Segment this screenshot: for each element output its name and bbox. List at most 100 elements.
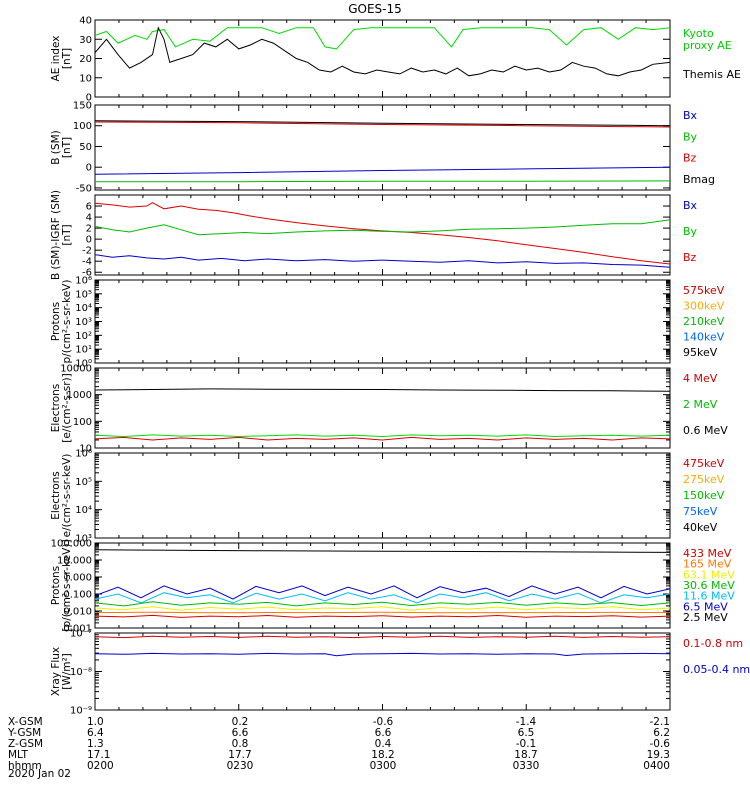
legend-entry: 150keV bbox=[683, 489, 725, 502]
x-axis-value: 1.0 bbox=[87, 716, 104, 728]
series-line-bx bbox=[95, 254, 670, 268]
x-axis-value: 6.5 bbox=[518, 727, 535, 739]
y-tick-label: 20 bbox=[79, 54, 92, 65]
y-axis-label: [nT] bbox=[61, 137, 73, 158]
panel-b: -50 0 50 100 150 B (SM) [nT] Bx By Bz Bmag bbox=[50, 101, 715, 195]
legend-entry: 30.6 MeV bbox=[683, 579, 735, 592]
panel-frame bbox=[94, 104, 671, 191]
series-line-4-mev bbox=[95, 436, 670, 441]
y-axis-label: AE index bbox=[50, 36, 62, 82]
x-axis-table: X-GSM 1.0 0.2 -0.6 -1.4 -2.1 Y-GSM 6.4 6.6 6.6 6.5… bbox=[7, 716, 670, 780]
legend-entry: 2.5 MeV bbox=[683, 611, 728, 624]
legend-entry: Bx bbox=[683, 109, 698, 122]
x-axis-value: 1.3 bbox=[87, 738, 104, 750]
y-tick-label: 100.000 bbox=[51, 539, 92, 550]
y-axis-label: Xray Flux bbox=[50, 647, 62, 696]
y-tick-label: 10⁻⁹ bbox=[70, 706, 92, 717]
legend-entry: Bz bbox=[683, 251, 697, 264]
legend-entry: 275keV bbox=[683, 473, 725, 486]
x-axis-value: -0.6 bbox=[373, 716, 394, 728]
x-axis-value: 0.8 bbox=[232, 738, 249, 750]
panel-frame bbox=[94, 632, 671, 711]
y-tick-label: 0 bbox=[86, 93, 92, 104]
y-tick-label: 10⁵ bbox=[75, 477, 92, 488]
series-line-bmag bbox=[95, 120, 670, 127]
y-tick-label: 10³ bbox=[75, 534, 92, 545]
series-line-0-05-0-4-nm bbox=[95, 652, 670, 657]
legend-entry: By bbox=[683, 130, 698, 143]
y-axis-label: p/(cm²-s-sr-keV) bbox=[61, 280, 73, 364]
y-axis-label: B (SM) bbox=[50, 130, 62, 164]
x-axis-value: 19.3 bbox=[647, 749, 670, 761]
y-tick-label: 100 bbox=[73, 417, 92, 428]
y-tick-label: 10⁰ bbox=[75, 359, 92, 370]
legend-entry: 0.6 MeV bbox=[683, 424, 728, 437]
y-axis-label: [p/(cm²-s-sr-keV)] bbox=[61, 539, 73, 631]
legend-entry: Bmag bbox=[683, 173, 715, 186]
y-tick-label: 0 bbox=[86, 163, 92, 174]
y-tick-label: -2 bbox=[82, 246, 92, 257]
legend-entry: 475keV bbox=[683, 457, 725, 470]
x-axis-value: -0.1 bbox=[516, 738, 537, 750]
legend-entry: 4 MeV bbox=[683, 372, 718, 385]
y-tick-label: 10⁴ bbox=[75, 505, 92, 516]
legend-entry: Bz bbox=[683, 152, 697, 165]
series-line-2-mev bbox=[95, 434, 670, 438]
y-tick-label: 10¹ bbox=[75, 345, 92, 356]
legend-entry: 300keV bbox=[683, 300, 725, 313]
y-axis-label: Protons bbox=[50, 302, 62, 341]
x-axis-value: -2.1 bbox=[650, 716, 671, 728]
y-tick-label: -4 bbox=[82, 257, 92, 268]
y-tick-label: 10 bbox=[79, 73, 92, 84]
legend-entry: 0.05-0.4 nm bbox=[683, 663, 750, 676]
y-tick-label: 10³ bbox=[75, 317, 92, 328]
legend-entry: 95keV bbox=[683, 346, 718, 359]
y-tick-label: 40 bbox=[79, 16, 92, 27]
legend-entry: 2 MeV bbox=[683, 398, 718, 411]
panel-xray: 10⁻⁹ 10⁻⁸ 10⁻⁷ Xray Flux [W/m²] 0.1-0.8 nm 0.0… bbox=[50, 629, 750, 717]
x-axis-value: -1.4 bbox=[516, 716, 537, 728]
y-tick-label: 10⁵ bbox=[75, 289, 92, 300]
legend-entry: 40keV bbox=[683, 521, 718, 534]
y-axis-label: B (SM)-IGRF (SM) bbox=[50, 190, 62, 280]
series-line-433-mev bbox=[95, 614, 670, 618]
series-line-by bbox=[95, 219, 670, 236]
y-tick-label: 10² bbox=[75, 331, 92, 342]
y-tick-label: 1000 bbox=[67, 390, 92, 401]
y-tick-label: 4 bbox=[86, 213, 92, 224]
x-axis-value: 18.7 bbox=[514, 749, 537, 761]
y-axis-label: [nT] bbox=[61, 48, 73, 69]
series-line-2-5-mev bbox=[95, 549, 670, 553]
x-axis-value: 0400 bbox=[643, 760, 670, 772]
legend-entry: Themis AE bbox=[682, 68, 741, 81]
legend-entry: 11.6 MeV bbox=[683, 590, 735, 603]
series-line-bz bbox=[95, 121, 670, 128]
x-axis-value: 6.2 bbox=[653, 727, 670, 739]
panel-frame bbox=[94, 279, 671, 364]
plot-date: 2020 Jan 02 bbox=[8, 768, 71, 780]
y-axis-label: [nT] bbox=[61, 224, 73, 245]
x-axis-row-label: hhmm bbox=[8, 760, 42, 772]
legend-entry: By bbox=[683, 225, 698, 238]
panel-epead_e: 10 100 1000 10000 Electrons [e/(cm²-s-sr)] 4 M… bbox=[50, 364, 728, 455]
y-axis-label: Protons bbox=[50, 566, 62, 605]
y-axis-label: [e/(cm²-s-sr)] bbox=[61, 373, 73, 442]
y-tick-label: 50 bbox=[79, 142, 92, 153]
legend-entry: 140keV bbox=[683, 331, 725, 344]
y-axis-label: e/(cm²-s-sr-keV) bbox=[61, 454, 73, 538]
y-tick-label: 10000 bbox=[60, 364, 92, 375]
legend-entry: 63.1 MeV bbox=[683, 568, 735, 581]
x-axis-row-label: Z-GSM bbox=[8, 738, 43, 750]
x-axis-value: 6.4 bbox=[87, 727, 104, 739]
y-tick-label: 30 bbox=[79, 35, 92, 46]
legend-entry: 165 MeV bbox=[683, 558, 732, 571]
x-axis-row-label: X-GSM bbox=[8, 716, 43, 728]
y-tick-label: 0.100 bbox=[63, 590, 92, 601]
x-axis-value: 0.4 bbox=[375, 738, 392, 750]
x-axis-value: 0200 bbox=[87, 760, 114, 772]
x-axis-value: 17.1 bbox=[87, 749, 110, 761]
plot-title: GOES-15 bbox=[348, 2, 402, 16]
